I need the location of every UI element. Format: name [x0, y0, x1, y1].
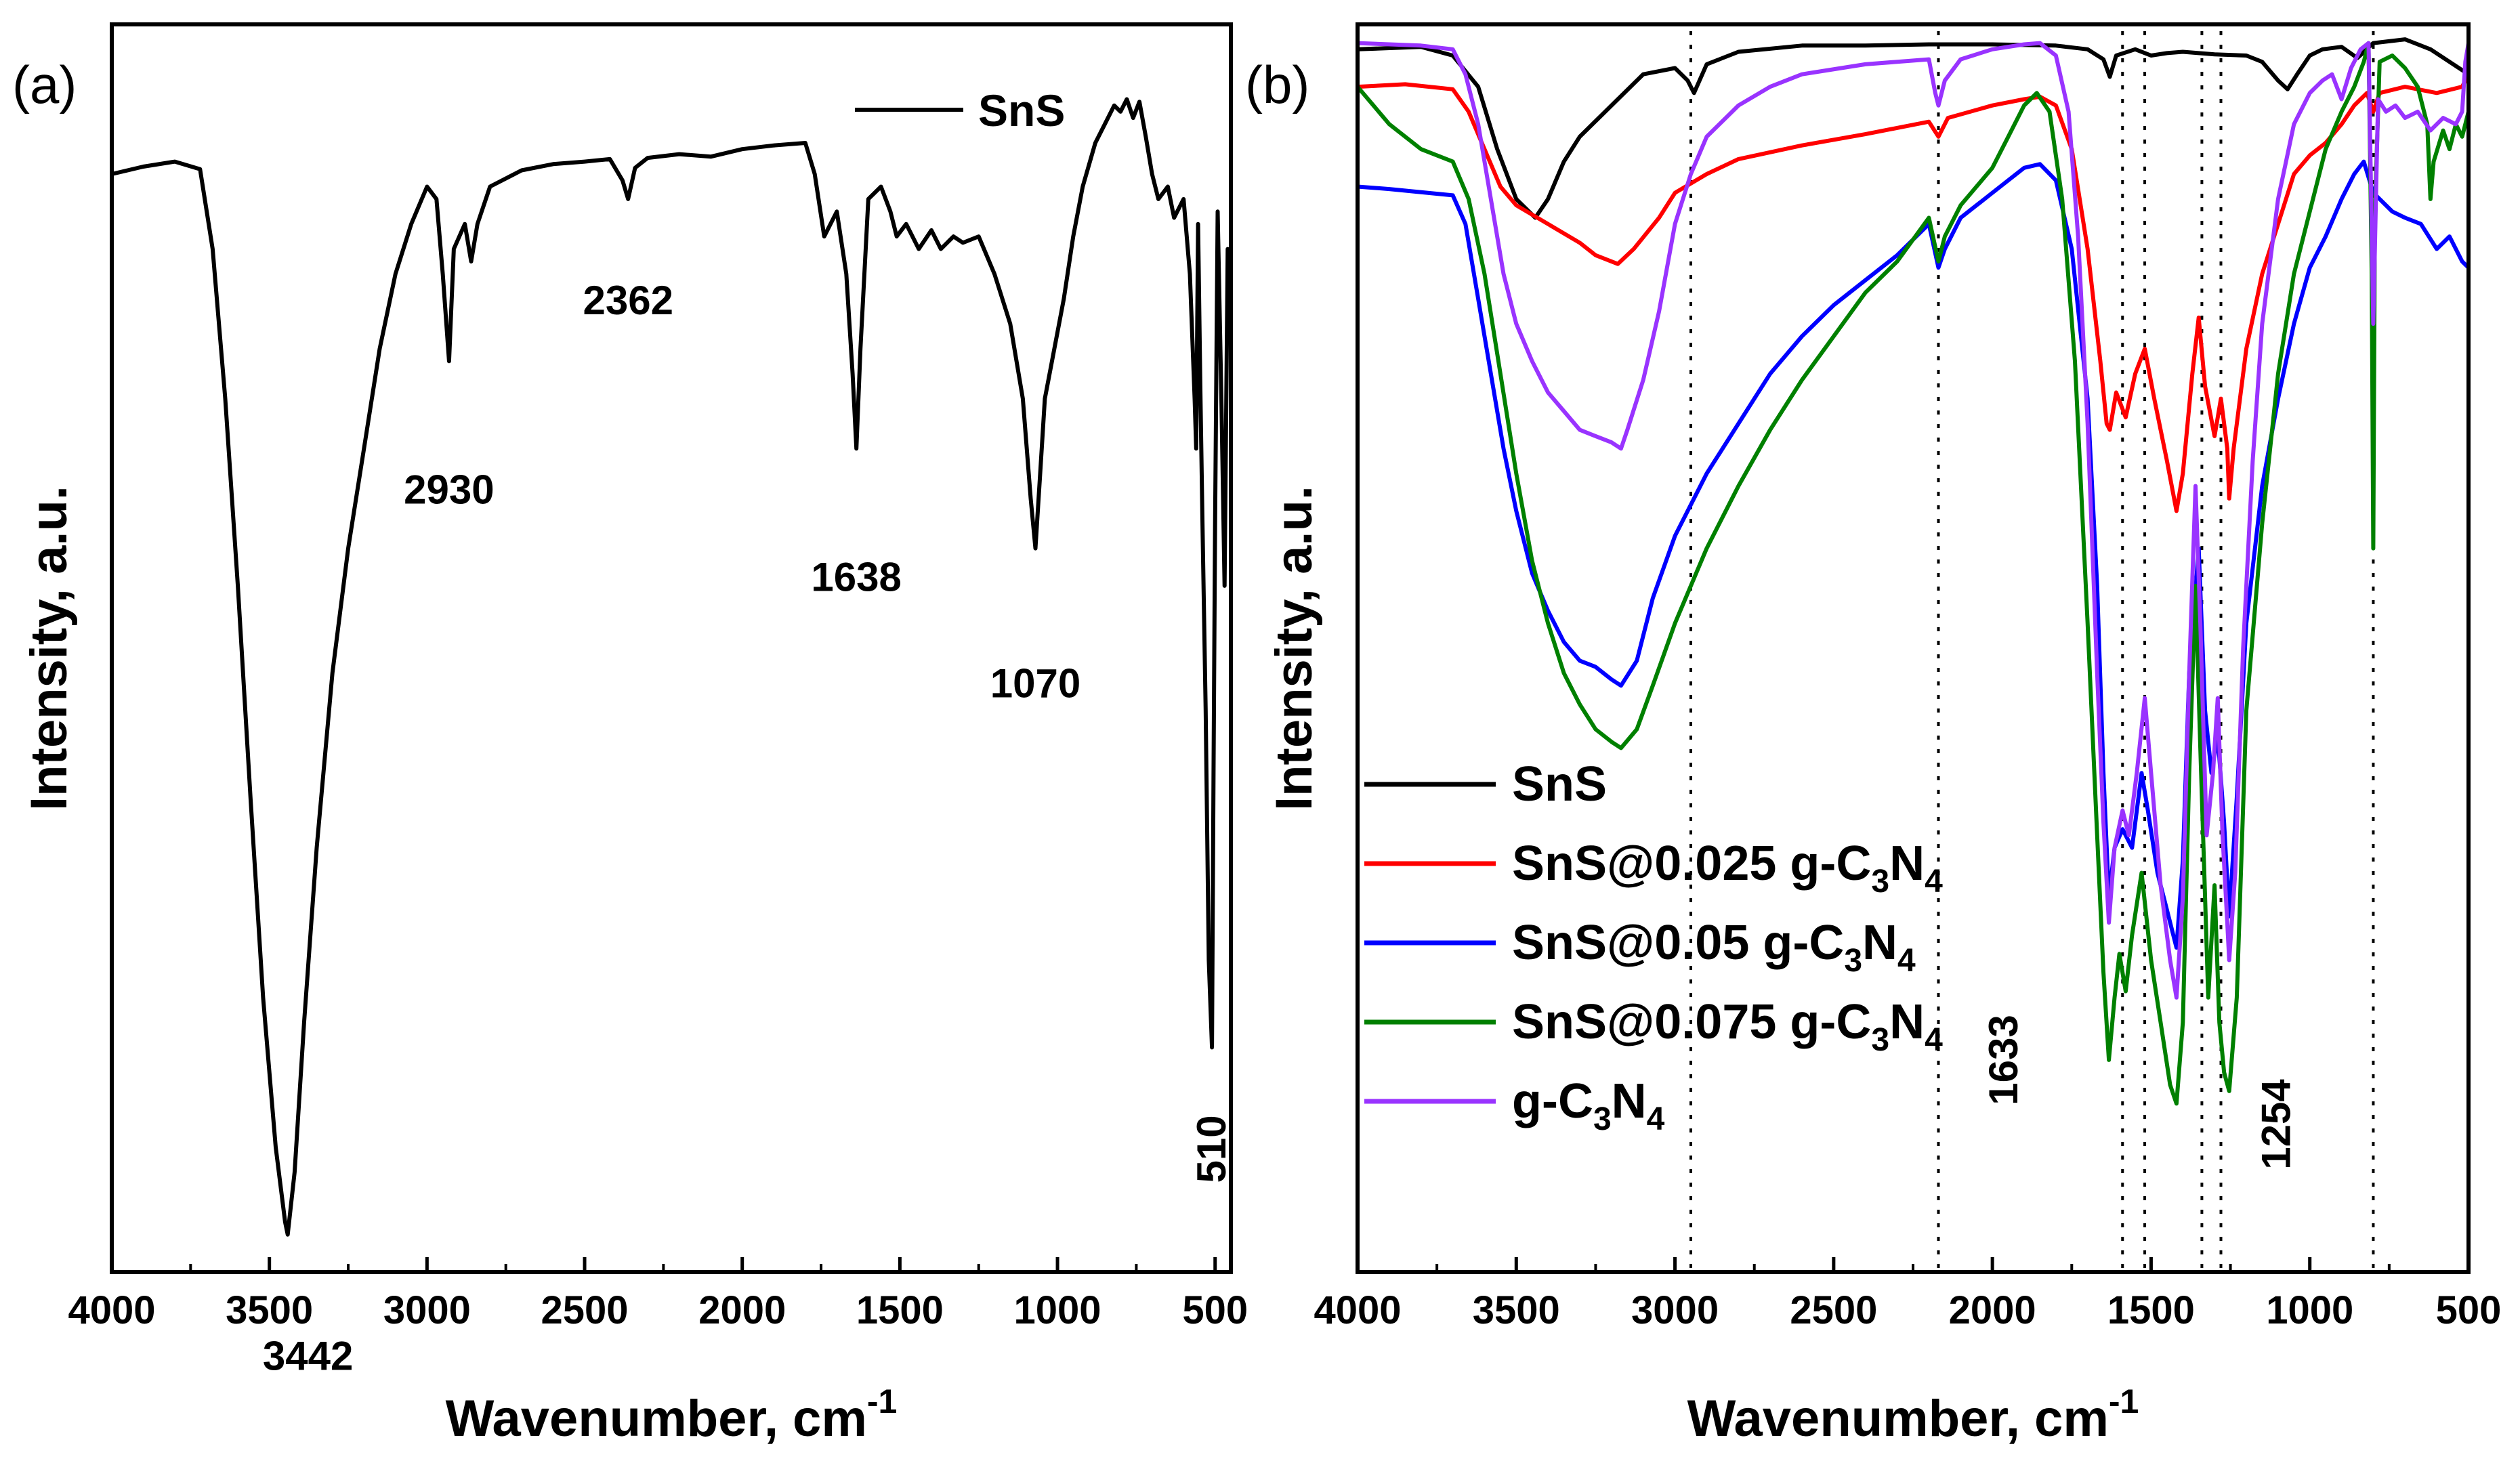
peak-label-1070: 1070	[990, 661, 1080, 706]
x-tick-label: 3500	[1473, 1288, 1560, 1332]
panel-a-legend: SnS	[855, 85, 1065, 135]
x-tick-label: 1500	[856, 1288, 944, 1332]
panel-a: (a) 3442 2930 2362 1638 1070 510 SnS 4000 3500…	[12, 22, 1248, 1447]
peak-label-3442: 3442	[263, 1334, 353, 1379]
x-tick-label: 3500	[226, 1288, 313, 1332]
x-tick-label: 3000	[383, 1288, 471, 1332]
panel-a-plot-layer	[110, 97, 1233, 1237]
panel-a-legend-label-sns: SnS	[978, 85, 1065, 135]
x-tick-label: 2500	[541, 1288, 629, 1332]
peak-label-510: 510	[1189, 1115, 1234, 1183]
x-tick-label: 2000	[698, 1288, 786, 1332]
peak-label-2930: 2930	[404, 467, 494, 512]
peak-label-2362: 2362	[583, 278, 673, 323]
x-tick-label: 4000	[68, 1288, 155, 1332]
x-tick-label: 4000	[1314, 1288, 1401, 1332]
panel-b-legend: SnS SnS@0.025 g-C3N4 SnS@0.05 g-C3N4 SnS@0.…	[1364, 757, 1943, 1137]
peak-label-1638: 1638	[811, 554, 901, 599]
panel-a-y-title: Intensity, a.u.	[20, 486, 78, 811]
panel-a-label: (a)	[12, 55, 77, 114]
x-tick-label: 500	[1182, 1288, 1248, 1332]
x-tick-label: 500	[2436, 1288, 2502, 1332]
x-tick-label: 1500	[2107, 1288, 2195, 1332]
series-sns	[1356, 37, 2471, 220]
panel-b-label: (b)	[1245, 55, 1309, 114]
peak-label-1633: 1633	[1981, 1015, 2026, 1105]
series-g-c3n4	[1356, 41, 2471, 1000]
legend-label: SnS@0.05 g-C3N4	[1512, 916, 1916, 979]
x-tick-label: 1000	[1014, 1288, 1101, 1332]
x-tick-label: 2500	[1790, 1288, 1877, 1332]
x-tick-label: 3000	[1631, 1288, 1719, 1332]
panel-a-x-title: Wavenumber, cm-1	[446, 1382, 898, 1447]
legend-label: g-C3N4	[1512, 1074, 1665, 1137]
series-sns-0-05-g-c3n4	[1356, 159, 2471, 950]
x-tick-label: 1000	[2266, 1288, 2353, 1332]
legend-label: SnS@0.025 g-C3N4	[1512, 837, 1943, 899]
panel-b-y-title: Intensity, a.u.	[1265, 486, 1323, 811]
panel-b-plot-layer	[1356, 37, 2471, 1106]
x-tick-label: 2000	[1949, 1288, 2036, 1332]
panel-b-x-title: Wavenumber, cm-1	[1687, 1382, 2139, 1447]
panel-b-x-axis: 4000 3500 3000 2500 2000 1500 1000 500	[1314, 1257, 2501, 1332]
legend-label: SnS@0.075 g-C3N4	[1512, 995, 1943, 1058]
legend-label: SnS	[1512, 757, 1607, 811]
panel-b-peak-labels: 1633 1254	[1981, 1015, 2299, 1169]
peak-label-1254: 1254	[2254, 1079, 2299, 1170]
series-sns	[110, 97, 1233, 1237]
panel-b: (b) 1633 1254 SnS SnS@0.025 g-C3N4 SnS@0.05…	[1245, 22, 2501, 1447]
series-sns-0-025-g-c3n4	[1356, 72, 2471, 513]
panel-a-frame	[110, 22, 1233, 1274]
panel-a-peak-labels: 3442 2930 2362 1638 1070 510	[263, 278, 1234, 1379]
panel-a-x-axis: 4000 3500 3000 2500 2000 1500 1000 500	[68, 1257, 1248, 1332]
